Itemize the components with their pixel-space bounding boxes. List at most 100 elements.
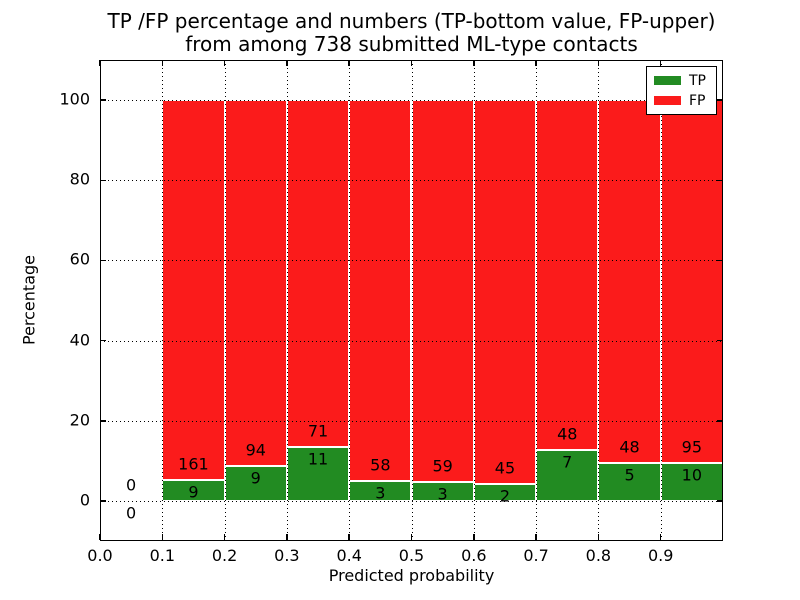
gridline-vertical: [224, 60, 226, 541]
y-tick-mark: [100, 420, 106, 422]
gridline-vertical: [660, 60, 662, 541]
x-tick-mark: [535, 534, 537, 540]
y-tick-mark: [100, 259, 106, 262]
bar-segment-fp: [224, 100, 287, 466]
x-tick-mark-top: [659, 60, 662, 66]
x-tick-mark: [659, 534, 662, 540]
gridline-vertical: [598, 60, 600, 541]
gridline-vertical: [411, 60, 413, 541]
bar-annotation-tp: 0: [126, 503, 137, 523]
bar-annotation-fp: 48: [557, 424, 578, 444]
bar-annotation-tp: 7: [562, 452, 573, 472]
y-tick-mark: [100, 99, 106, 101]
x-tick-label: 0.2: [211, 546, 238, 565]
legend-swatch-fp: [654, 96, 681, 105]
bar-segment-fp: [162, 100, 225, 480]
legend: TP FP: [646, 66, 717, 115]
chart-title: TP /FP percentage and numbers (TP-bottom…: [100, 10, 723, 56]
bar-annotation-tp: 2: [499, 486, 511, 506]
bar-annotation-tp: 10: [681, 465, 703, 485]
x-tick-mark-top: [286, 60, 288, 66]
gridline-vertical: [473, 60, 475, 541]
legend-swatch-tp: [654, 76, 681, 85]
x-tick-label: 0.7: [523, 546, 549, 565]
y-tick-mark-right: [717, 420, 723, 422]
x-tick-label: 0.4: [336, 546, 362, 565]
x-tick-label: 0.8: [585, 546, 612, 565]
gridline-vertical: [162, 60, 164, 541]
bar-segment-fp: [660, 100, 723, 463]
bar-annotation-tp: 5: [624, 465, 635, 485]
y-tick-label: 40: [69, 330, 90, 350]
x-tick-label: 0.3: [274, 546, 300, 565]
bar-segment-fp: [536, 100, 599, 450]
y-tick-label: 100: [59, 89, 90, 109]
y-tick-mark: [100, 179, 106, 181]
y-tick-mark: [100, 339, 106, 342]
y-tick-mark-right: [717, 99, 723, 101]
bar-segment-fp: [411, 100, 474, 482]
legend-item-tp: TP: [654, 72, 709, 89]
legend-label-fp: FP: [689, 92, 706, 109]
bar-annotation-tp: 3: [437, 484, 448, 504]
x-tick-mark-top: [535, 60, 537, 66]
bar-annotation-tp: 11: [307, 449, 329, 469]
bar-annotation-fp: 45: [494, 458, 516, 478]
bar-annotation-tp: 9: [188, 482, 199, 502]
y-axis-label: Percentage: [19, 254, 39, 346]
x-tick-mark: [286, 534, 288, 540]
y-tick-mark-right: [717, 259, 723, 262]
bar-segment-fp: [349, 100, 412, 482]
legend-item-fp: FP: [654, 92, 709, 109]
x-tick-mark-top: [99, 60, 101, 66]
x-tick-label: 0.9: [647, 546, 674, 565]
y-tick-mark: [100, 500, 106, 502]
bar-annotation-fp: 71: [307, 421, 329, 441]
x-tick-mark: [410, 534, 413, 540]
x-tick-mark-top: [348, 60, 350, 66]
x-tick-mark: [348, 534, 350, 540]
x-tick-mark-top: [597, 60, 600, 66]
x-tick-mark: [223, 534, 226, 540]
y-tick-mark-right: [717, 179, 723, 181]
x-tick-mark-top: [161, 60, 164, 66]
bar-segment-fp: [598, 100, 661, 464]
x-tick-mark: [99, 534, 101, 540]
x-tick-label: 0.5: [398, 546, 425, 565]
bar-annotation-fp: 48: [619, 437, 640, 457]
gridline-vertical: [536, 60, 538, 541]
bar-segment-fp: [286, 100, 350, 448]
x-tick-mark: [473, 534, 475, 540]
bar-segment-fp: [473, 100, 537, 484]
bar-segment-tp: [224, 465, 287, 501]
legend-label-tp: TP: [689, 72, 706, 89]
x-tick-label: 0.1: [149, 546, 176, 565]
bar-annotation-fp: 161: [178, 454, 209, 474]
y-tick-label: 60: [69, 249, 90, 269]
y-tick-label: 0: [79, 490, 90, 510]
bar-annotation-tp: 3: [375, 483, 386, 503]
y-tick-label: 20: [69, 410, 90, 430]
chart-title-line1: TP /FP percentage and numbers (TP-bottom…: [107, 9, 716, 33]
x-tick-mark-top: [473, 60, 475, 66]
x-tick-label: 0.6: [461, 546, 487, 565]
x-tick-label: 0.0: [87, 546, 113, 565]
x-tick-mark-top: [410, 60, 413, 66]
bar-annotation-tp: 9: [250, 468, 261, 488]
x-tick-mark: [597, 534, 600, 540]
gridline-vertical: [349, 60, 351, 541]
x-tick-mark-top: [223, 60, 226, 66]
chart-title-line2: from among 738 submitted ML-type contact…: [185, 32, 638, 56]
y-tick-label: 80: [69, 169, 90, 189]
y-tick-mark-right: [717, 339, 723, 342]
bar-annotation-fp: 95: [681, 437, 703, 457]
x-axis-label: Predicted probability: [328, 566, 495, 585]
bar-annotation-fp: 59: [432, 456, 453, 476]
bar-annotation-fp: 58: [370, 455, 391, 475]
gridline-vertical: [286, 60, 288, 541]
bar-annotation-fp: 0: [126, 475, 137, 495]
x-tick-mark: [161, 534, 164, 540]
y-tick-mark-right: [717, 500, 723, 502]
bar-annotation-fp: 94: [245, 440, 266, 460]
